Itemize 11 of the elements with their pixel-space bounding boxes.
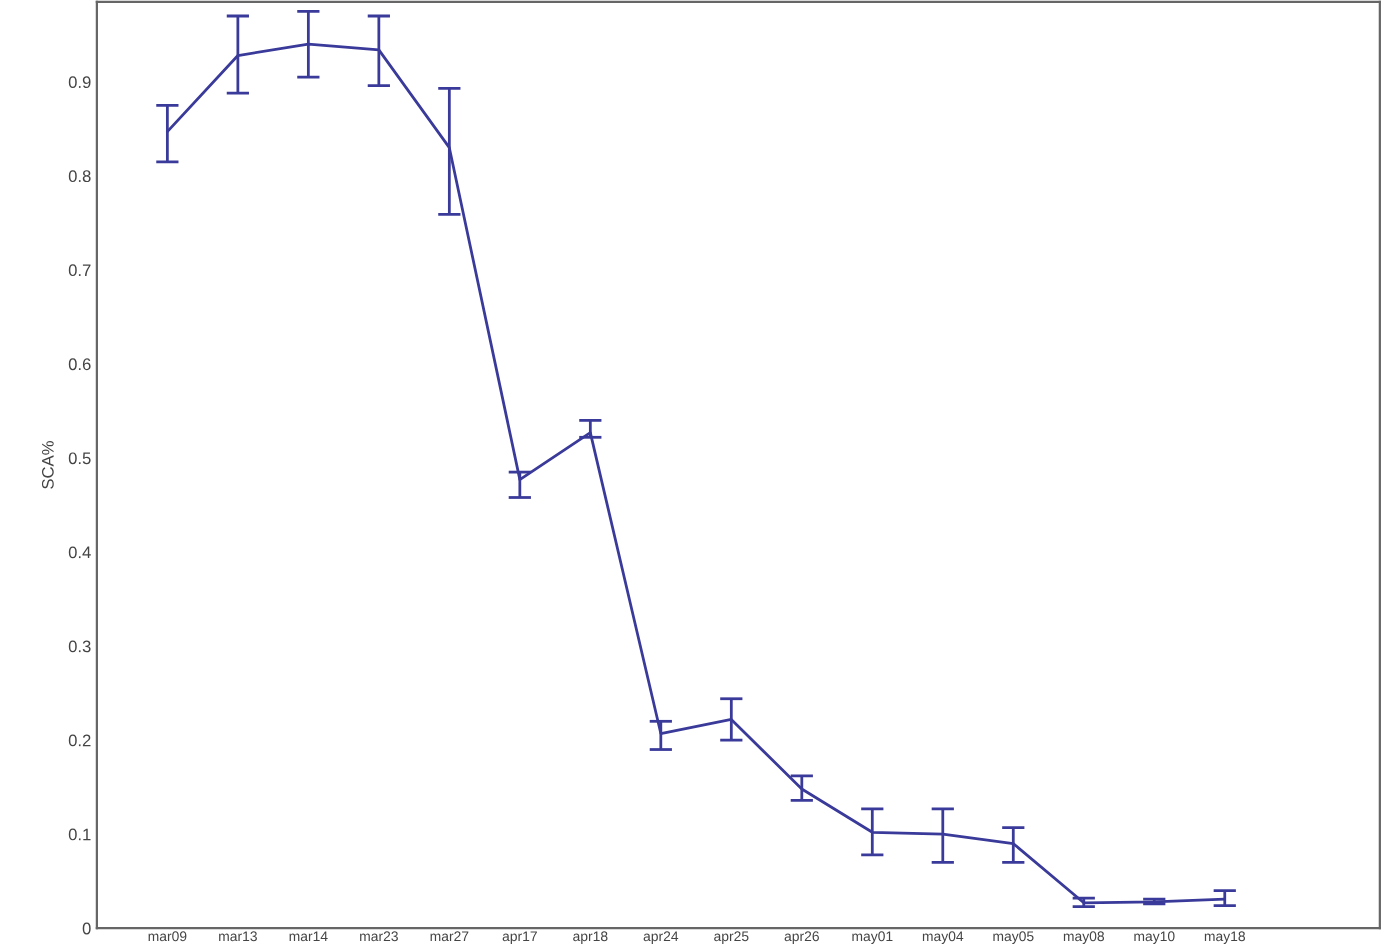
y-tick-label: 0.4 bbox=[68, 546, 91, 559]
y-tick-label: 0.7 bbox=[68, 264, 91, 277]
y-tick-label: 0.3 bbox=[68, 640, 91, 653]
y-tick-label: 0.6 bbox=[68, 358, 91, 371]
y-tick-label: 0.8 bbox=[68, 170, 91, 183]
y-tick-label: 0.1 bbox=[68, 828, 91, 841]
y-tick-label: 0.2 bbox=[68, 734, 91, 747]
y-tick-label: 0 bbox=[82, 922, 91, 935]
y-tick-label: 0.9 bbox=[68, 76, 91, 89]
y-axis-title: SCA% bbox=[41, 441, 54, 489]
y-tick-label: 0.5 bbox=[68, 452, 91, 465]
